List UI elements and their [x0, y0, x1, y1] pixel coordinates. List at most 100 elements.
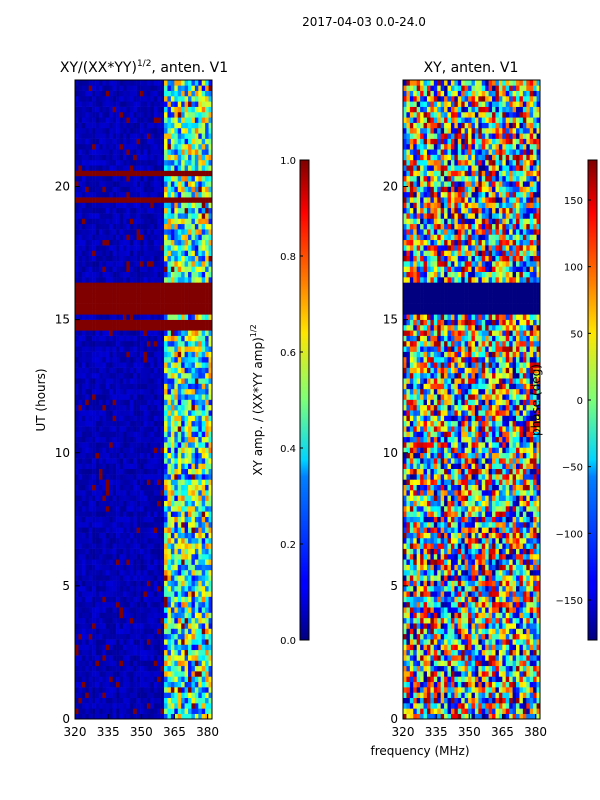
heatmap-cell: [184, 399, 189, 406]
heatmap-cell: [194, 463, 199, 470]
heatmap-cell: [98, 649, 103, 656]
heatmap-cell: [184, 207, 189, 214]
heatmap-cell: [143, 447, 148, 454]
heatmap-cell: [109, 617, 113, 624]
heatmap-cell: [112, 191, 117, 198]
heatmap-cell: [105, 591, 110, 597]
heatmap-cell: [167, 516, 172, 523]
heatmap-cell: [153, 543, 158, 549]
heatmap-cell: [205, 159, 209, 166]
heatmap-cell: [75, 639, 79, 645]
heatmap-cell: [157, 170, 161, 177]
heatmap-cell: [95, 80, 100, 86]
heatmap-cell: [98, 639, 103, 645]
heatmap-cell: [174, 703, 179, 709]
heatmap-cell: [122, 564, 127, 571]
heatmap-cell: [85, 559, 89, 565]
heatmap-cell: [81, 303, 86, 310]
heatmap-cell: [188, 197, 192, 203]
heatmap-cell: [198, 298, 203, 304]
heatmap-cell: [150, 399, 155, 406]
heatmap-cell: [98, 95, 103, 102]
heatmap-cell: [88, 676, 93, 683]
heatmap-cell: [201, 559, 206, 565]
heatmap-cell: [194, 484, 199, 491]
heatmap-cell: [102, 117, 107, 123]
heatmap-cell: [116, 623, 120, 629]
heatmap-cell: [119, 500, 124, 507]
heatmap-cell: [102, 378, 107, 384]
heatmap-cell: [129, 692, 134, 698]
heatmap-cell: [136, 703, 141, 709]
heatmap-cell: [129, 474, 134, 480]
heatmap-cell: [143, 671, 148, 677]
heatmap-cell: [133, 697, 137, 704]
heatmap-cell: [150, 245, 155, 251]
heatmap-cell: [140, 479, 144, 485]
heatmap-cell: [146, 575, 151, 581]
heatmap-cell: [170, 154, 175, 161]
heatmap-cell: [112, 585, 117, 592]
heatmap-cell: [105, 628, 110, 635]
heatmap-cell: [129, 431, 134, 438]
heatmap-cell: [174, 261, 179, 267]
heatmap-cell: [146, 559, 151, 565]
heatmap-cell: [78, 639, 83, 645]
heatmap-cell: [92, 346, 96, 352]
heatmap-cell: [126, 234, 131, 241]
heatmap-cell: [157, 532, 161, 539]
heatmap-cell: [88, 170, 93, 177]
heatmap-cell: [150, 426, 155, 432]
heatmap-cell: [98, 548, 103, 555]
heatmap-cell: [126, 687, 131, 693]
heatmap-cell: [122, 415, 127, 422]
heatmap-cell: [92, 415, 96, 422]
heatmap-cell: [122, 426, 127, 432]
heatmap-cell: [150, 394, 155, 400]
heatmap-cell: [133, 117, 137, 123]
heatmap-cell: [157, 436, 161, 443]
heatmap-cell: [98, 362, 103, 368]
heatmap-cell: [160, 255, 165, 262]
heatmap-cell: [198, 463, 203, 470]
heatmap-cell: [112, 484, 117, 491]
heatmap-cell: [133, 692, 137, 698]
heatmap-cell: [191, 319, 196, 326]
heatmap-cell: [126, 111, 131, 118]
heatmap-cell: [102, 442, 107, 448]
heatmap-cell: [109, 585, 113, 592]
heatmap-cell: [143, 591, 148, 597]
heatmap-cell: [143, 159, 148, 166]
heatmap-cell: [143, 537, 148, 544]
heatmap-cell: [188, 239, 192, 246]
heatmap-cell: [167, 149, 172, 155]
heatmap-cell: [122, 239, 127, 246]
heatmap-cell: [92, 500, 96, 507]
heatmap-cell: [208, 213, 213, 219]
heatmap-cell: [146, 186, 151, 193]
heatmap-cell: [78, 287, 83, 294]
heatmap-cell: [164, 463, 168, 470]
heatmap-cell: [191, 474, 196, 480]
heatmap-cell: [112, 351, 117, 358]
heatmap-cell: [167, 431, 172, 438]
heatmap-cell: [116, 287, 120, 294]
heatmap-cell: [201, 617, 206, 624]
heatmap-cell: [92, 612, 96, 619]
heatmap-cell: [136, 681, 141, 688]
heatmap-cell: [157, 207, 161, 214]
heatmap-cell: [170, 452, 175, 459]
heatmap-cell: [205, 117, 209, 123]
heatmap-cell: [177, 671, 182, 677]
heatmap-cell: [109, 261, 113, 267]
heatmap-cell: [95, 697, 100, 704]
heatmap-cell: [85, 250, 89, 257]
heatmap-cell: [157, 500, 161, 507]
heatmap-cell: [85, 378, 89, 384]
heatmap-cell: [167, 703, 172, 709]
heatmap-cell: [116, 458, 120, 464]
heatmap-cell: [170, 468, 175, 475]
heatmap-cell: [170, 420, 175, 427]
heatmap-cell: [85, 202, 89, 209]
heatmap-cell: [109, 559, 113, 565]
